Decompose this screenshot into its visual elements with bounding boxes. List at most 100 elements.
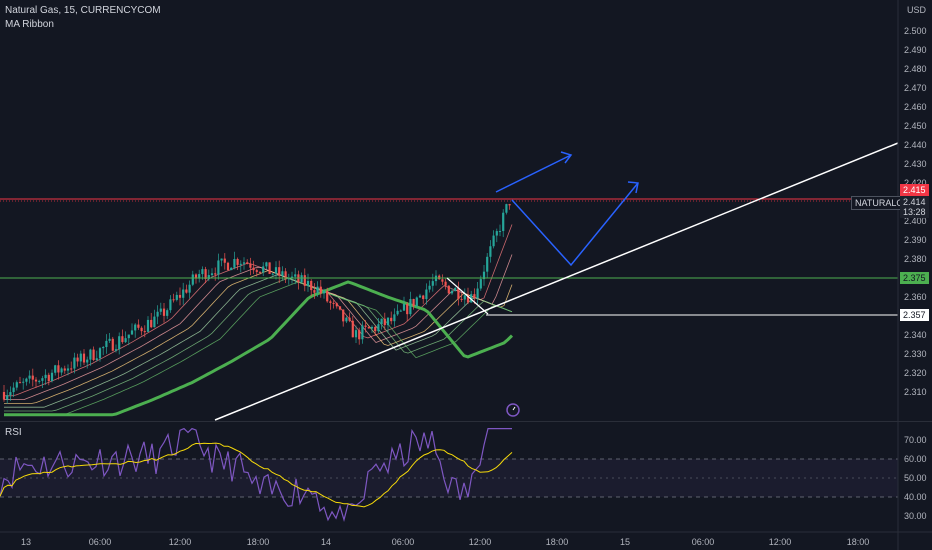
candle-body bbox=[345, 317, 348, 322]
candle-body bbox=[495, 231, 498, 236]
time-tick-label: 12:00 bbox=[169, 537, 192, 547]
resistance-price-tag[interactable]: 2.415 bbox=[900, 184, 929, 196]
candle-body bbox=[300, 275, 303, 283]
candle-body bbox=[265, 262, 268, 267]
candle-body bbox=[450, 291, 454, 294]
time-tick-label: 12:00 bbox=[469, 537, 492, 547]
projection-arrow-zigzag[interactable] bbox=[511, 181, 639, 267]
candle-body bbox=[166, 310, 169, 316]
alert-clock-icon[interactable] bbox=[506, 403, 520, 417]
candle-body bbox=[364, 325, 367, 327]
candle-body bbox=[172, 299, 175, 301]
candle-body bbox=[178, 294, 182, 298]
ma-ribbon-line bbox=[4, 274, 513, 408]
candle-body bbox=[233, 258, 236, 268]
candle-body bbox=[482, 271, 486, 280]
rsi-tick-label: 40.00 bbox=[904, 492, 927, 502]
candle-body bbox=[44, 374, 47, 379]
candle-body bbox=[412, 298, 415, 307]
candle-body bbox=[310, 280, 313, 291]
candle-body bbox=[38, 380, 41, 382]
candle-body bbox=[319, 286, 322, 294]
candle-body bbox=[210, 273, 214, 276]
pane-divider[interactable] bbox=[0, 421, 932, 422]
candle-body bbox=[226, 262, 230, 271]
candle-body bbox=[354, 330, 358, 338]
candle-body bbox=[390, 317, 393, 322]
candle-body bbox=[422, 295, 425, 300]
price-tick-label: 2.330 bbox=[904, 349, 927, 359]
candle-body bbox=[57, 365, 60, 373]
price-tick-label: 2.320 bbox=[904, 368, 927, 378]
wedge-drawing[interactable] bbox=[446, 277, 489, 315]
candle-body bbox=[12, 387, 15, 393]
candle-body bbox=[454, 287, 457, 292]
candle-body bbox=[127, 334, 130, 339]
candle-body bbox=[351, 320, 354, 338]
time-tick-label: 18:00 bbox=[847, 537, 870, 547]
candle-body bbox=[188, 284, 191, 293]
candle-body bbox=[377, 324, 380, 332]
time-axis[interactable]: 13 06:00 12:00 18:00 14 06:00 12:00 18:00 15 06:0… bbox=[21, 537, 869, 547]
candle-body bbox=[406, 304, 409, 315]
indicator-ma-ribbon-label[interactable]: MA Ribbon bbox=[5, 19, 54, 30]
candle-body bbox=[31, 375, 34, 380]
white-level-tag[interactable]: 2.357 bbox=[900, 309, 929, 321]
candle-body bbox=[185, 289, 188, 293]
candle-body bbox=[466, 295, 470, 303]
ma-ribbon bbox=[4, 224, 514, 417]
candle-body bbox=[281, 271, 284, 276]
rsi-line bbox=[0, 427, 512, 523]
candle-body bbox=[140, 327, 143, 332]
trendline[interactable] bbox=[214, 142, 899, 421]
candle-body bbox=[60, 368, 63, 373]
candle-body bbox=[9, 392, 12, 396]
candle-body bbox=[95, 358, 98, 360]
candle-body bbox=[236, 258, 239, 265]
price-tick-label: 2.310 bbox=[904, 387, 927, 397]
candle-body bbox=[268, 262, 271, 274]
green-level-tag[interactable]: 2.375 bbox=[900, 272, 929, 284]
candle-body bbox=[143, 331, 146, 333]
time-tick-label: 13 bbox=[21, 537, 31, 547]
candle-body bbox=[457, 287, 460, 299]
candle-body bbox=[239, 263, 242, 265]
price-tick-label: 2.460 bbox=[904, 102, 927, 112]
candle-body bbox=[370, 326, 374, 329]
time-tick-label: 18:00 bbox=[247, 537, 270, 547]
candle-body bbox=[25, 378, 28, 382]
ma-ribbon-line bbox=[4, 270, 513, 404]
rsi-axis[interactable]: 70.00 60.00 50.00 40.00 30.00 bbox=[904, 435, 927, 521]
candle-body bbox=[431, 281, 434, 286]
candle-body bbox=[393, 314, 396, 322]
candle-body bbox=[502, 212, 505, 232]
time-tick-label: 06:00 bbox=[392, 537, 415, 547]
projection-arrow-up[interactable] bbox=[495, 151, 573, 193]
rsi-pane-label[interactable]: RSI bbox=[5, 427, 22, 438]
currency-label: USD bbox=[907, 5, 927, 15]
candle-body bbox=[489, 246, 492, 257]
candle-body bbox=[191, 274, 194, 285]
candle-body bbox=[169, 299, 172, 311]
ma-ribbon-line bbox=[4, 254, 513, 401]
candle-body bbox=[18, 382, 22, 384]
countdown-tag: 13:28 bbox=[900, 206, 929, 218]
price-tick-label: 2.400 bbox=[904, 216, 927, 226]
candle-body bbox=[313, 290, 316, 293]
candle-body bbox=[303, 275, 306, 286]
candle-body bbox=[198, 274, 201, 279]
candle-body bbox=[278, 267, 281, 276]
candle-body bbox=[82, 353, 86, 363]
candle-body bbox=[105, 340, 108, 348]
candle-body bbox=[505, 204, 508, 213]
ma-long-line bbox=[4, 280, 514, 417]
candle-body bbox=[111, 338, 114, 351]
candle-body bbox=[274, 267, 278, 274]
symbol-title[interactable]: Natural Gas, 15, CURRENCYCOM bbox=[5, 5, 161, 16]
price-tick-label: 2.430 bbox=[904, 159, 927, 169]
candle-body bbox=[326, 290, 329, 302]
ma-ribbon-line bbox=[4, 281, 513, 416]
candle-body bbox=[342, 309, 345, 322]
candle-body bbox=[130, 330, 134, 335]
